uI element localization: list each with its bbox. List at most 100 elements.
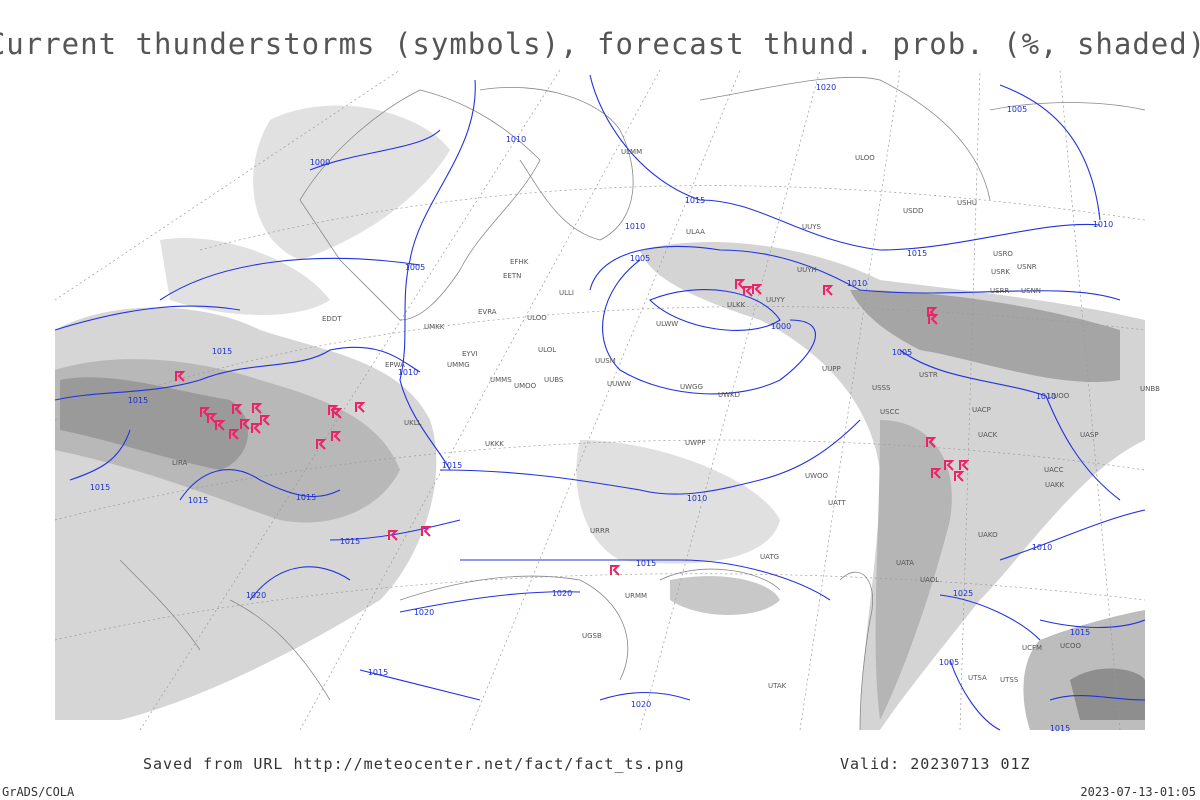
valid-time: Valid: 20230713 01Z (840, 755, 1031, 773)
thunderstorm-symbol (175, 371, 186, 382)
thunderstorm-symbol (260, 415, 271, 426)
station-label: ULLI (559, 289, 574, 297)
station-label: USSS (872, 384, 891, 392)
thunderstorm-symbol (926, 437, 937, 448)
station-label: UAKK (1045, 481, 1065, 489)
station-label: ULMM (621, 148, 642, 156)
isobar-label: 1000 (310, 158, 330, 167)
station-label: UMMS (490, 376, 512, 384)
station-label: URRR (590, 527, 610, 535)
thunderstorm-symbol (200, 407, 211, 418)
source-url: Saved from URL http://meteocenter.net/fa… (143, 755, 685, 773)
title: Current thunderstorms (symbols), forecas… (0, 27, 1200, 61)
station-label: UCOO (1060, 642, 1082, 650)
thunderstorm-symbol (229, 429, 240, 440)
thunderstorm-symbol (388, 530, 399, 541)
station-label: UNBB (1140, 385, 1160, 393)
thunderstorm-symbol (954, 471, 965, 482)
thunderstorm-symbol (232, 404, 243, 415)
station-label: EPWA (385, 361, 405, 369)
station-label: ULAA (686, 228, 705, 236)
isobar-label: 1015 (1050, 724, 1070, 733)
station-label: UASP (1080, 431, 1099, 439)
station-label: USCC (880, 408, 899, 416)
isobar-label: 1015 (128, 396, 148, 405)
station-label: USRR (990, 287, 1009, 295)
station-labels: ULMM ULOO USDD USHU UUYS ULAA EFHK EETN USRO USRK… (172, 148, 1160, 690)
station-label: UWPP (685, 439, 706, 447)
thunderstorm-symbol (421, 526, 432, 537)
station-label: UWGG (680, 383, 703, 391)
graticule (54, 69, 1146, 731)
timestamp: 2023-07-13-01:05 (1080, 785, 1196, 799)
station-label: ULOO (855, 154, 875, 162)
isobar-label: 1015 (368, 668, 388, 677)
station-label: UKKK (485, 440, 504, 448)
coastlines (119, 76, 1146, 731)
thunderstorm-symbol (823, 285, 834, 296)
station-label: UTSS (1000, 676, 1019, 684)
isobar-label: 1020 (631, 700, 651, 709)
thunderstorm-symbol (207, 413, 218, 424)
isobar-label: 1010 (506, 135, 526, 144)
station-label: UKLL (404, 419, 422, 427)
station-label: EDDT (322, 315, 342, 323)
isobar-label: 1005 (1007, 105, 1027, 114)
station-label: UWKD (718, 391, 740, 399)
thunderstorm-symbol (931, 468, 942, 479)
isobar-label: 1010 (847, 279, 867, 288)
station-label: UTSA (968, 674, 987, 682)
thunderstorm-symbol (332, 408, 343, 419)
thunderstorm-symbol (944, 460, 955, 471)
station-label: UGSB (582, 632, 602, 640)
station-label: UATT (828, 499, 847, 507)
isobar-label: 1010 (1093, 220, 1113, 229)
station-label: USRK (991, 268, 1010, 276)
station-label: ULWW (656, 320, 678, 328)
station-label: UUWW (607, 380, 631, 388)
isobar-label: 1010 (1036, 392, 1056, 401)
station-label: UATA (896, 559, 914, 567)
station-label: UACK (978, 431, 998, 439)
station-label: UUYH (797, 266, 817, 274)
isobar-label: 1005 (630, 254, 650, 263)
isobar-label: 1010 (398, 368, 418, 377)
isobar-label: 1005 (892, 348, 912, 357)
station-label: EYVI (462, 350, 478, 358)
station-label: UACP (972, 406, 991, 414)
station-label: EVRA (478, 308, 497, 316)
isobar-label: 1000 (771, 322, 791, 331)
thunderstorm-symbol (316, 439, 327, 450)
station-label: UAKO (978, 531, 998, 539)
station-label: USNR (1017, 263, 1037, 271)
station-label: UUYS (802, 223, 822, 231)
station-label: LIRA (172, 459, 188, 467)
station-label: UUPP (822, 365, 841, 373)
isobar-label: 1010 (687, 494, 707, 503)
isobar-labels: 1000 1010 1020 1005 1015 1010 1010 1005 1015 1005… (90, 83, 1113, 733)
isobar-label: 1015 (296, 493, 316, 502)
isobar-label: 1020 (552, 589, 572, 598)
station-label: UACC (1044, 466, 1064, 474)
isobar-label: 1015 (636, 559, 656, 568)
station-label: EFHK (510, 258, 529, 266)
thunderstorm-symbol (251, 423, 262, 434)
isobar-label: 1020 (246, 591, 266, 600)
isobar-label: 1015 (1070, 628, 1090, 637)
thunderstorm-symbol (927, 307, 938, 318)
isobar-label: 1015 (90, 483, 110, 492)
isobar-label: 1015 (340, 537, 360, 546)
station-label: UMOO (514, 382, 537, 390)
thunderstorm-symbol (215, 420, 226, 431)
probability-shading (55, 105, 1145, 730)
station-label: UUYY (766, 296, 786, 304)
station-label: ULOL (538, 346, 556, 354)
station-label: UWOO (805, 472, 829, 480)
thunderstorm-symbol (331, 431, 342, 442)
software: GrADS/COLA (2, 785, 75, 799)
thunderstorm-symbol (240, 419, 251, 430)
isobars (54, 74, 1146, 731)
station-label: UUBS (544, 376, 564, 384)
isobar-label: 1015 (442, 461, 462, 470)
isobar-label: 1015 (685, 196, 705, 205)
